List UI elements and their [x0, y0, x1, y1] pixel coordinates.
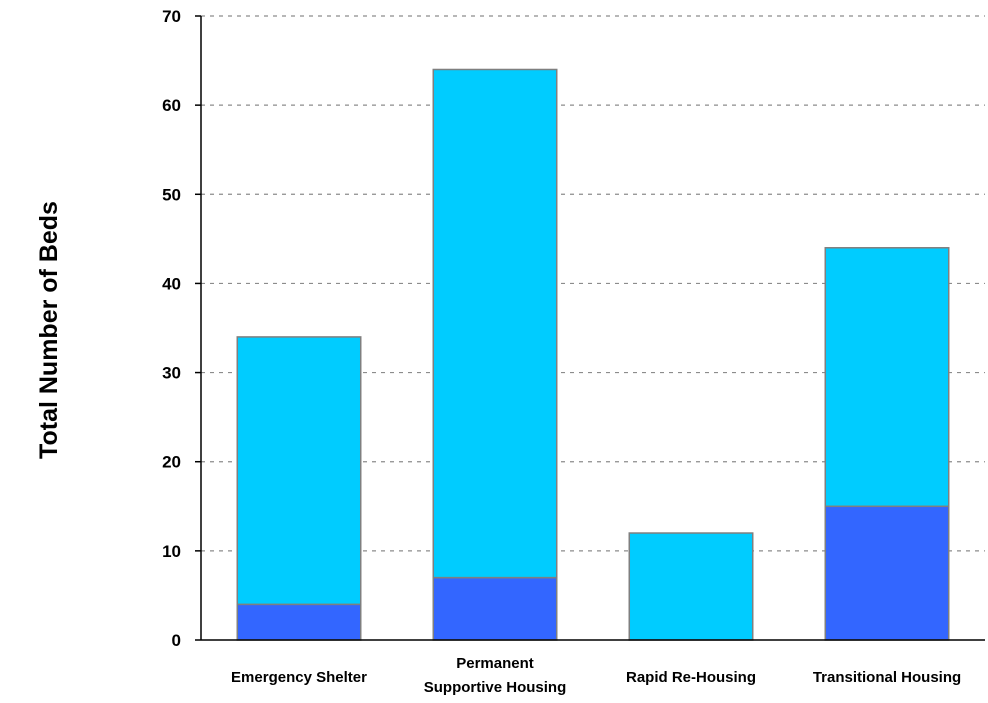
bar-segment-2 [628, 532, 754, 641]
y-tick-label: 0 [172, 631, 181, 650]
y-tick-labels: 0 10 20 30 40 50 60 70 [162, 7, 201, 650]
y-tick-label: 20 [162, 453, 181, 472]
bar-segment-1 [236, 603, 362, 641]
category-label: Permanent [456, 655, 534, 672]
y-tick-label: 60 [162, 96, 181, 115]
category-labels: Emergency Shelter Permanent Supportive Hou… [231, 655, 961, 696]
bar-segment-2 [432, 68, 558, 579]
y-tick-label: 10 [162, 542, 181, 561]
bar-segment-2 [236, 336, 362, 606]
category-label: Supportive Housing [424, 679, 567, 696]
category-label: Emergency Shelter [231, 669, 367, 686]
bar-segment-1 [432, 576, 558, 641]
y-tick-label: 30 [162, 364, 181, 383]
category-label: Rapid Re-Housing [626, 669, 756, 686]
bar-segment-2 [824, 247, 950, 508]
y-tick-label: 40 [162, 274, 181, 293]
category-label: Transitional Housing [813, 669, 961, 686]
y-axis-title: Total Number of Beds [35, 201, 63, 459]
y-tick-label: 50 [162, 185, 181, 204]
bars [236, 68, 950, 641]
axes [200, 16, 985, 641]
bar-segment-1 [824, 505, 950, 641]
y-tick-label: 70 [162, 7, 181, 26]
